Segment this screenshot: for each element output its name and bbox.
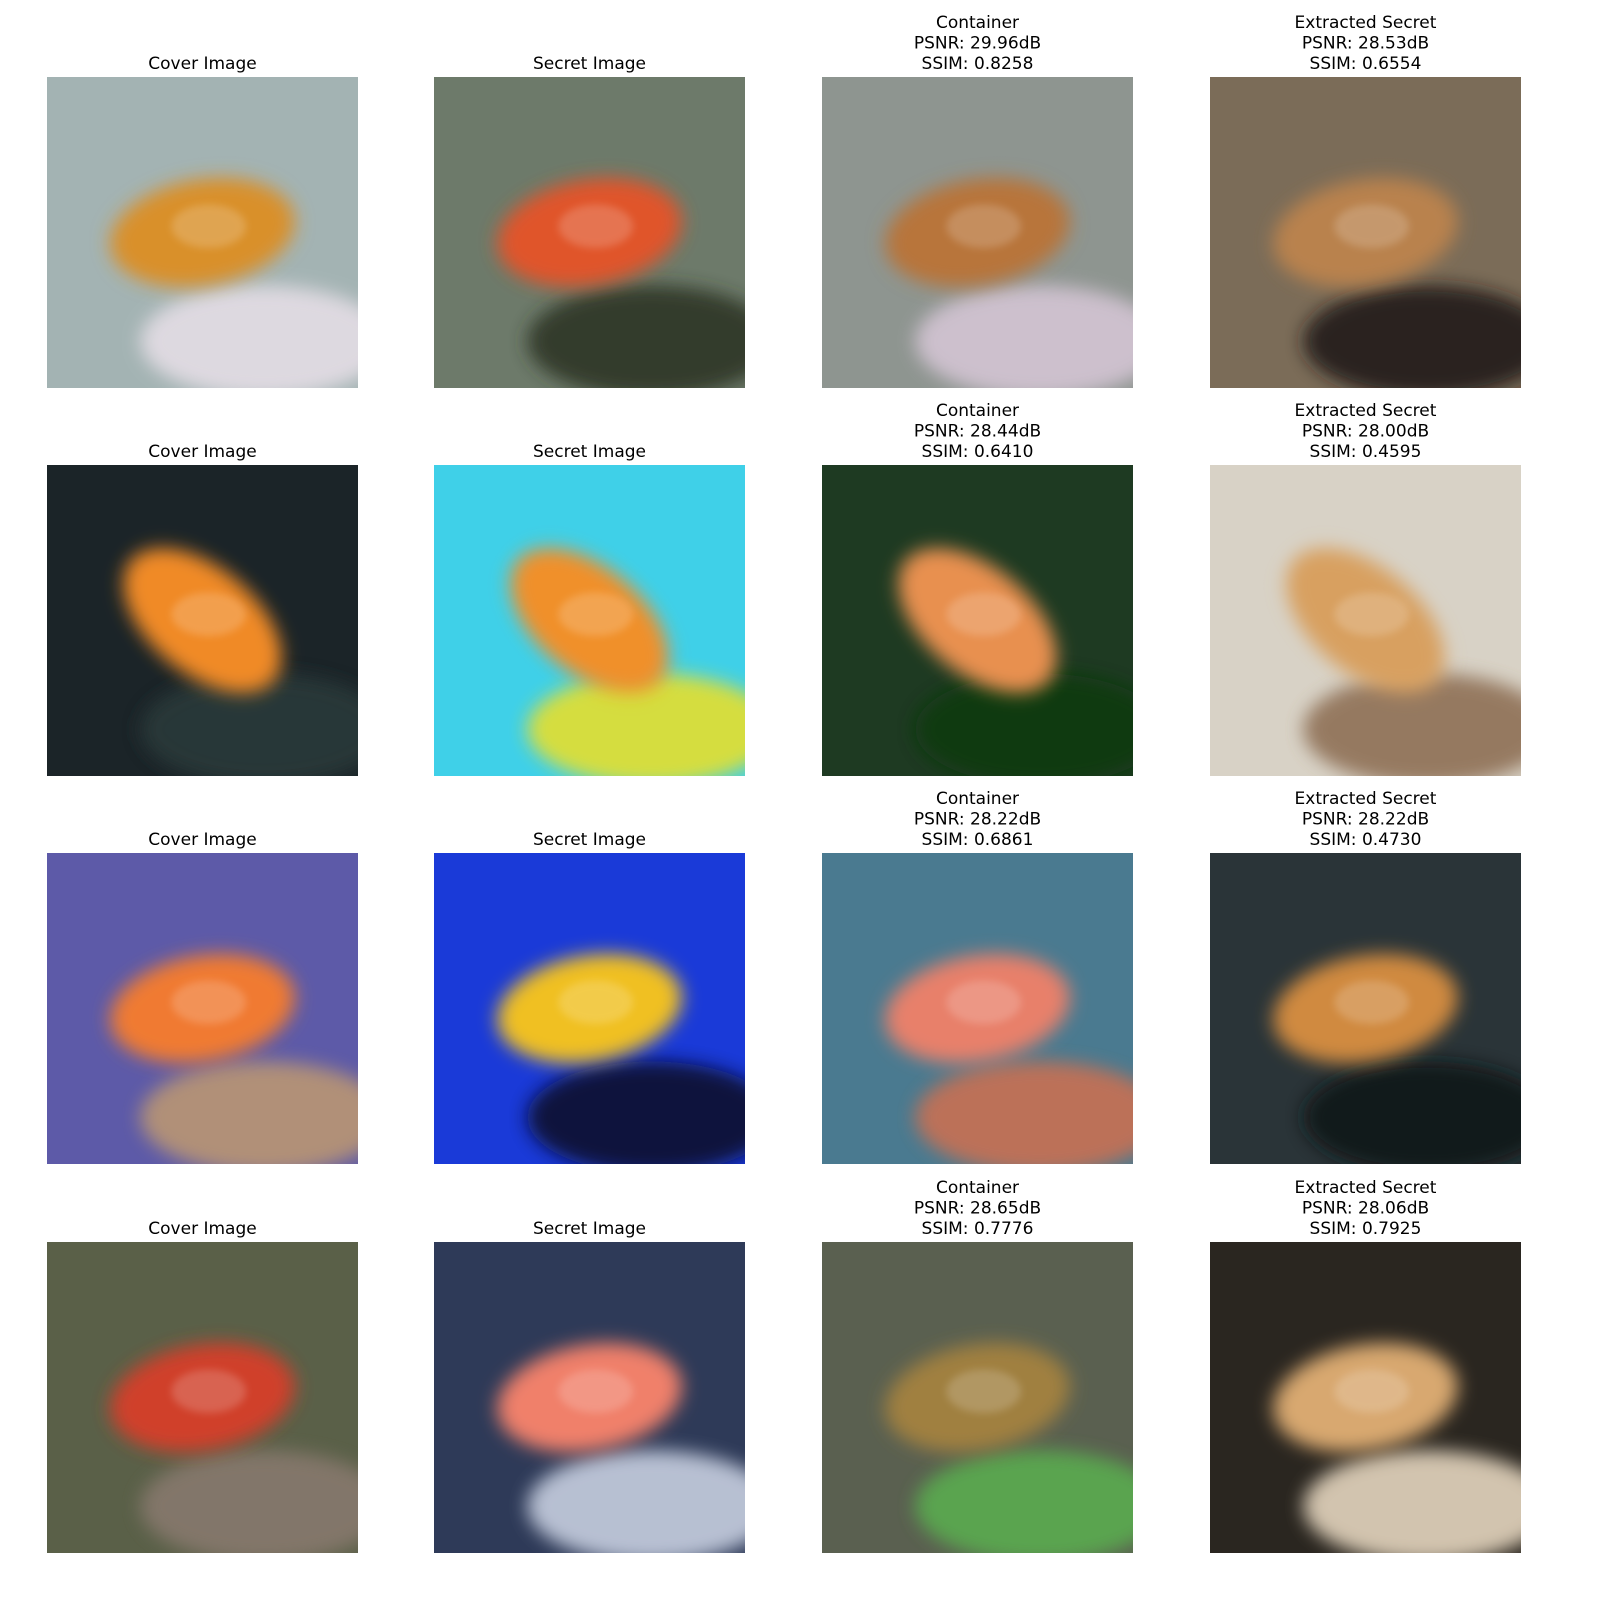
panel-title: PSNR: 28.00dB: [1302, 422, 1429, 442]
thumbnail: [434, 1242, 745, 1553]
image-subject-highlight: [946, 204, 1022, 249]
panel-title: Container: [936, 1178, 1019, 1198]
image-accent: [527, 673, 745, 776]
thumbnail: [47, 853, 358, 1164]
panel-title: Extracted Secret: [1295, 789, 1437, 809]
panel-title: SSIM: 0.4730: [1310, 830, 1422, 850]
thumbnail: [47, 77, 358, 388]
panel-title: SSIM: 0.7925: [1310, 1219, 1422, 1239]
thumbnail: [434, 77, 745, 388]
image-accent: [1303, 1061, 1521, 1164]
thumbnail: [822, 465, 1133, 776]
panel-title: Container: [936, 401, 1019, 421]
image-subject-highlight: [171, 1369, 247, 1414]
image-accent: [140, 285, 358, 388]
image-subject-highlight: [171, 204, 247, 249]
image-subject-highlight: [946, 592, 1022, 637]
panel-title: SSIM: 0.6554: [1310, 54, 1422, 74]
thumbnail: [1210, 853, 1521, 1164]
image-accent: [527, 285, 745, 388]
image-subject-highlight: [1334, 592, 1410, 637]
image-subject-highlight: [1334, 1369, 1410, 1414]
image-subject-highlight: [171, 980, 247, 1025]
image-accent: [1303, 673, 1521, 776]
image-panel: Cover Image: [47, 442, 358, 776]
thumbnail: [434, 465, 745, 776]
image-accent: [527, 1061, 745, 1164]
panel-title: Cover Image: [148, 54, 256, 74]
panel-title: PSNR: 28.44dB: [914, 422, 1041, 442]
image-subject-highlight: [946, 980, 1022, 1025]
panel-title: SSIM: 0.6410: [922, 442, 1034, 462]
image-subject-highlight: [558, 592, 634, 637]
image-panel: Cover Image: [47, 1219, 358, 1553]
panel-title: SSIM: 0.4595: [1310, 442, 1422, 462]
thumbnail: [1210, 1242, 1521, 1553]
image-subject-highlight: [558, 1369, 634, 1414]
thumbnail: [1210, 465, 1521, 776]
panel-title: PSNR: 28.22dB: [914, 810, 1041, 830]
panel-title: SSIM: 0.6861: [922, 830, 1034, 850]
image-subject-highlight: [171, 592, 247, 637]
thumbnail: [822, 77, 1133, 388]
panel-title: Extracted Secret: [1295, 401, 1437, 421]
panel-title: Cover Image: [148, 830, 256, 850]
panel-title: SSIM: 0.8258: [922, 54, 1034, 74]
panel-title: Secret Image: [533, 830, 646, 850]
image-panel: Secret Image: [434, 442, 745, 776]
thumbnail: [47, 465, 358, 776]
panel-title: PSNR: 28.53dB: [1302, 34, 1429, 54]
image-panel: Secret Image: [434, 1219, 745, 1553]
image-accent: [1303, 285, 1521, 388]
image-subject-highlight: [558, 980, 634, 1025]
panel-title: PSNR: 28.06dB: [1302, 1199, 1429, 1219]
image-accent: [527, 1450, 745, 1553]
panel-title: Cover Image: [148, 442, 256, 462]
image-subject-highlight: [558, 204, 634, 249]
image-panel: Secret Image: [434, 54, 745, 388]
panel-title: Extracted Secret: [1295, 13, 1437, 33]
panel-title: Secret Image: [533, 442, 646, 462]
image-panel: Secret Image: [434, 830, 745, 1164]
panel-title: PSNR: 28.22dB: [1302, 810, 1429, 830]
image-subject-highlight: [1334, 204, 1410, 249]
panel-title: PSNR: 28.65dB: [914, 1199, 1041, 1219]
panel-title: Extracted Secret: [1295, 1178, 1437, 1198]
image-accent: [915, 285, 1133, 388]
thumbnail: [822, 853, 1133, 1164]
panel-title: Container: [936, 13, 1019, 33]
image-panel: Cover Image: [47, 830, 358, 1164]
thumbnail: [434, 853, 745, 1164]
thumbnail: [822, 1242, 1133, 1553]
image-accent: [140, 673, 358, 776]
panel-title: Cover Image: [148, 1219, 256, 1239]
image-accent: [915, 1061, 1133, 1164]
thumbnail: [1210, 77, 1521, 388]
image-subject-highlight: [1334, 980, 1410, 1025]
panel-title: SSIM: 0.7776: [922, 1219, 1034, 1239]
image-panel: Cover Image: [47, 54, 358, 388]
panel-title: PSNR: 29.96dB: [914, 34, 1041, 54]
panel-title: Secret Image: [533, 1219, 646, 1239]
image-accent: [915, 1450, 1133, 1553]
image-accent: [140, 1450, 358, 1553]
image-subject-highlight: [946, 1369, 1022, 1414]
panel-title: Secret Image: [533, 54, 646, 74]
image-accent: [1303, 1450, 1521, 1553]
image-accent: [140, 1061, 358, 1164]
thumbnail: [47, 1242, 358, 1553]
image-accent: [915, 673, 1133, 776]
panel-title: Container: [936, 789, 1019, 809]
